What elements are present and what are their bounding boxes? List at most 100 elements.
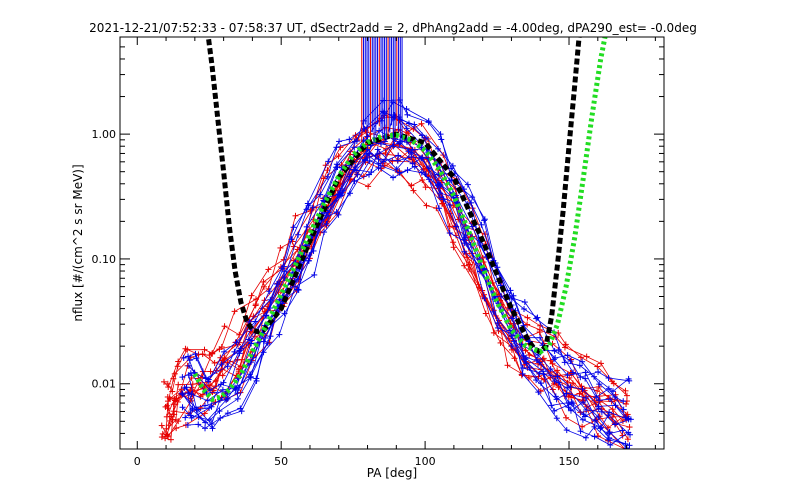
data-point-blue bbox=[446, 177, 453, 184]
data-point-blue bbox=[583, 406, 590, 413]
data-point-blue bbox=[333, 161, 340, 168]
data-point-red bbox=[450, 244, 457, 251]
data-point-blue bbox=[374, 146, 381, 153]
data-point-red bbox=[173, 425, 180, 432]
data-point-red bbox=[335, 153, 342, 160]
data-point-red bbox=[597, 360, 604, 367]
data-point-red bbox=[164, 398, 171, 405]
data-point-blue bbox=[180, 354, 187, 361]
series-blue-trace bbox=[187, 138, 632, 425]
data-point-blue bbox=[507, 287, 514, 294]
data-point-blue bbox=[548, 402, 555, 409]
y-tick-label: 0.01 bbox=[92, 378, 117, 391]
data-point-red bbox=[221, 354, 228, 361]
series-blue-trace bbox=[184, 160, 629, 446]
data-point-blue bbox=[521, 299, 528, 306]
data-point-red bbox=[171, 397, 178, 404]
data-point-red bbox=[549, 360, 556, 367]
data-point-blue bbox=[237, 405, 244, 412]
data-point-blue bbox=[552, 393, 559, 400]
data-point-blue bbox=[309, 204, 316, 211]
data-point-red bbox=[504, 362, 511, 369]
data-point-red bbox=[594, 363, 601, 370]
data-point-blue bbox=[390, 174, 397, 181]
x-axis-label: PA [deg] bbox=[367, 466, 417, 480]
data-point-red bbox=[260, 283, 267, 290]
data-point-red bbox=[446, 223, 453, 230]
data-point-blue bbox=[494, 324, 501, 331]
data-point-blue bbox=[223, 397, 230, 404]
data-point-red bbox=[482, 310, 489, 317]
data-point-blue bbox=[361, 125, 368, 132]
data-point-blue bbox=[582, 369, 589, 376]
data-point-blue bbox=[335, 211, 342, 218]
data-point-blue bbox=[238, 408, 245, 415]
data-point-red bbox=[405, 130, 412, 137]
series-blue-trace bbox=[182, 148, 630, 446]
data-point-blue bbox=[333, 144, 340, 151]
data-point-blue bbox=[580, 411, 587, 418]
data-point-blue bbox=[281, 275, 288, 282]
data-point-blue bbox=[425, 118, 432, 125]
y-tick-label: 0.10 bbox=[92, 253, 117, 266]
data-point-blue bbox=[396, 169, 403, 176]
data-point-red bbox=[389, 158, 396, 165]
data-point-red bbox=[209, 350, 216, 357]
data-point-red bbox=[579, 423, 586, 430]
data-point-blue bbox=[555, 346, 562, 353]
data-point-blue bbox=[185, 362, 192, 369]
data-point-blue bbox=[579, 386, 586, 393]
data-point-red bbox=[199, 391, 206, 398]
data-point-blue bbox=[567, 383, 574, 390]
data-point-blue bbox=[403, 105, 410, 112]
data-point-blue bbox=[202, 419, 209, 426]
data-point-blue bbox=[179, 404, 186, 411]
data-point-red bbox=[169, 388, 176, 395]
data-point-red bbox=[158, 422, 165, 429]
data-point-red bbox=[207, 368, 214, 375]
data-point-blue bbox=[582, 434, 589, 441]
data-point-blue bbox=[234, 390, 241, 397]
data-point-blue bbox=[538, 380, 545, 387]
data-point-red bbox=[495, 327, 502, 334]
data-point-blue bbox=[625, 416, 632, 423]
data-point-blue bbox=[206, 417, 213, 424]
data-point-blue bbox=[195, 421, 202, 428]
data-point-blue bbox=[202, 425, 209, 432]
data-point-blue bbox=[364, 133, 371, 140]
data-point-red bbox=[625, 449, 631, 455]
data-point-blue bbox=[281, 310, 288, 317]
data-point-red bbox=[540, 376, 547, 383]
data-point-blue bbox=[267, 333, 274, 340]
data-point-red bbox=[252, 301, 259, 308]
data-point-blue bbox=[607, 441, 614, 448]
data-point-blue bbox=[351, 178, 358, 185]
data-point-blue bbox=[591, 423, 598, 430]
data-point-blue bbox=[295, 231, 302, 238]
data-point-blue bbox=[598, 408, 605, 415]
data-point-blue bbox=[395, 152, 402, 159]
data-point-blue bbox=[422, 171, 429, 178]
data-point-red bbox=[219, 372, 226, 379]
data-point-blue bbox=[469, 223, 476, 230]
data-point-red bbox=[178, 386, 185, 393]
data-point-blue bbox=[394, 157, 401, 164]
data-point-blue bbox=[536, 359, 543, 366]
data-point-red bbox=[236, 331, 243, 338]
data-point-blue bbox=[622, 414, 629, 421]
data-point-blue bbox=[435, 145, 442, 152]
data-point-blue bbox=[577, 428, 584, 435]
data-point-red bbox=[609, 378, 616, 385]
data-point-blue bbox=[620, 406, 627, 413]
data-point-blue bbox=[498, 293, 505, 300]
data-point-blue bbox=[351, 166, 358, 173]
data-point-blue bbox=[408, 149, 415, 156]
data-point-red bbox=[423, 202, 430, 209]
data-point-red bbox=[216, 346, 223, 353]
data-point-blue bbox=[568, 399, 575, 406]
data-point-red bbox=[159, 430, 166, 437]
data-point-blue bbox=[216, 408, 223, 415]
data-point-red bbox=[365, 183, 372, 190]
data-point-blue bbox=[508, 343, 515, 350]
data-point-blue bbox=[201, 402, 208, 409]
